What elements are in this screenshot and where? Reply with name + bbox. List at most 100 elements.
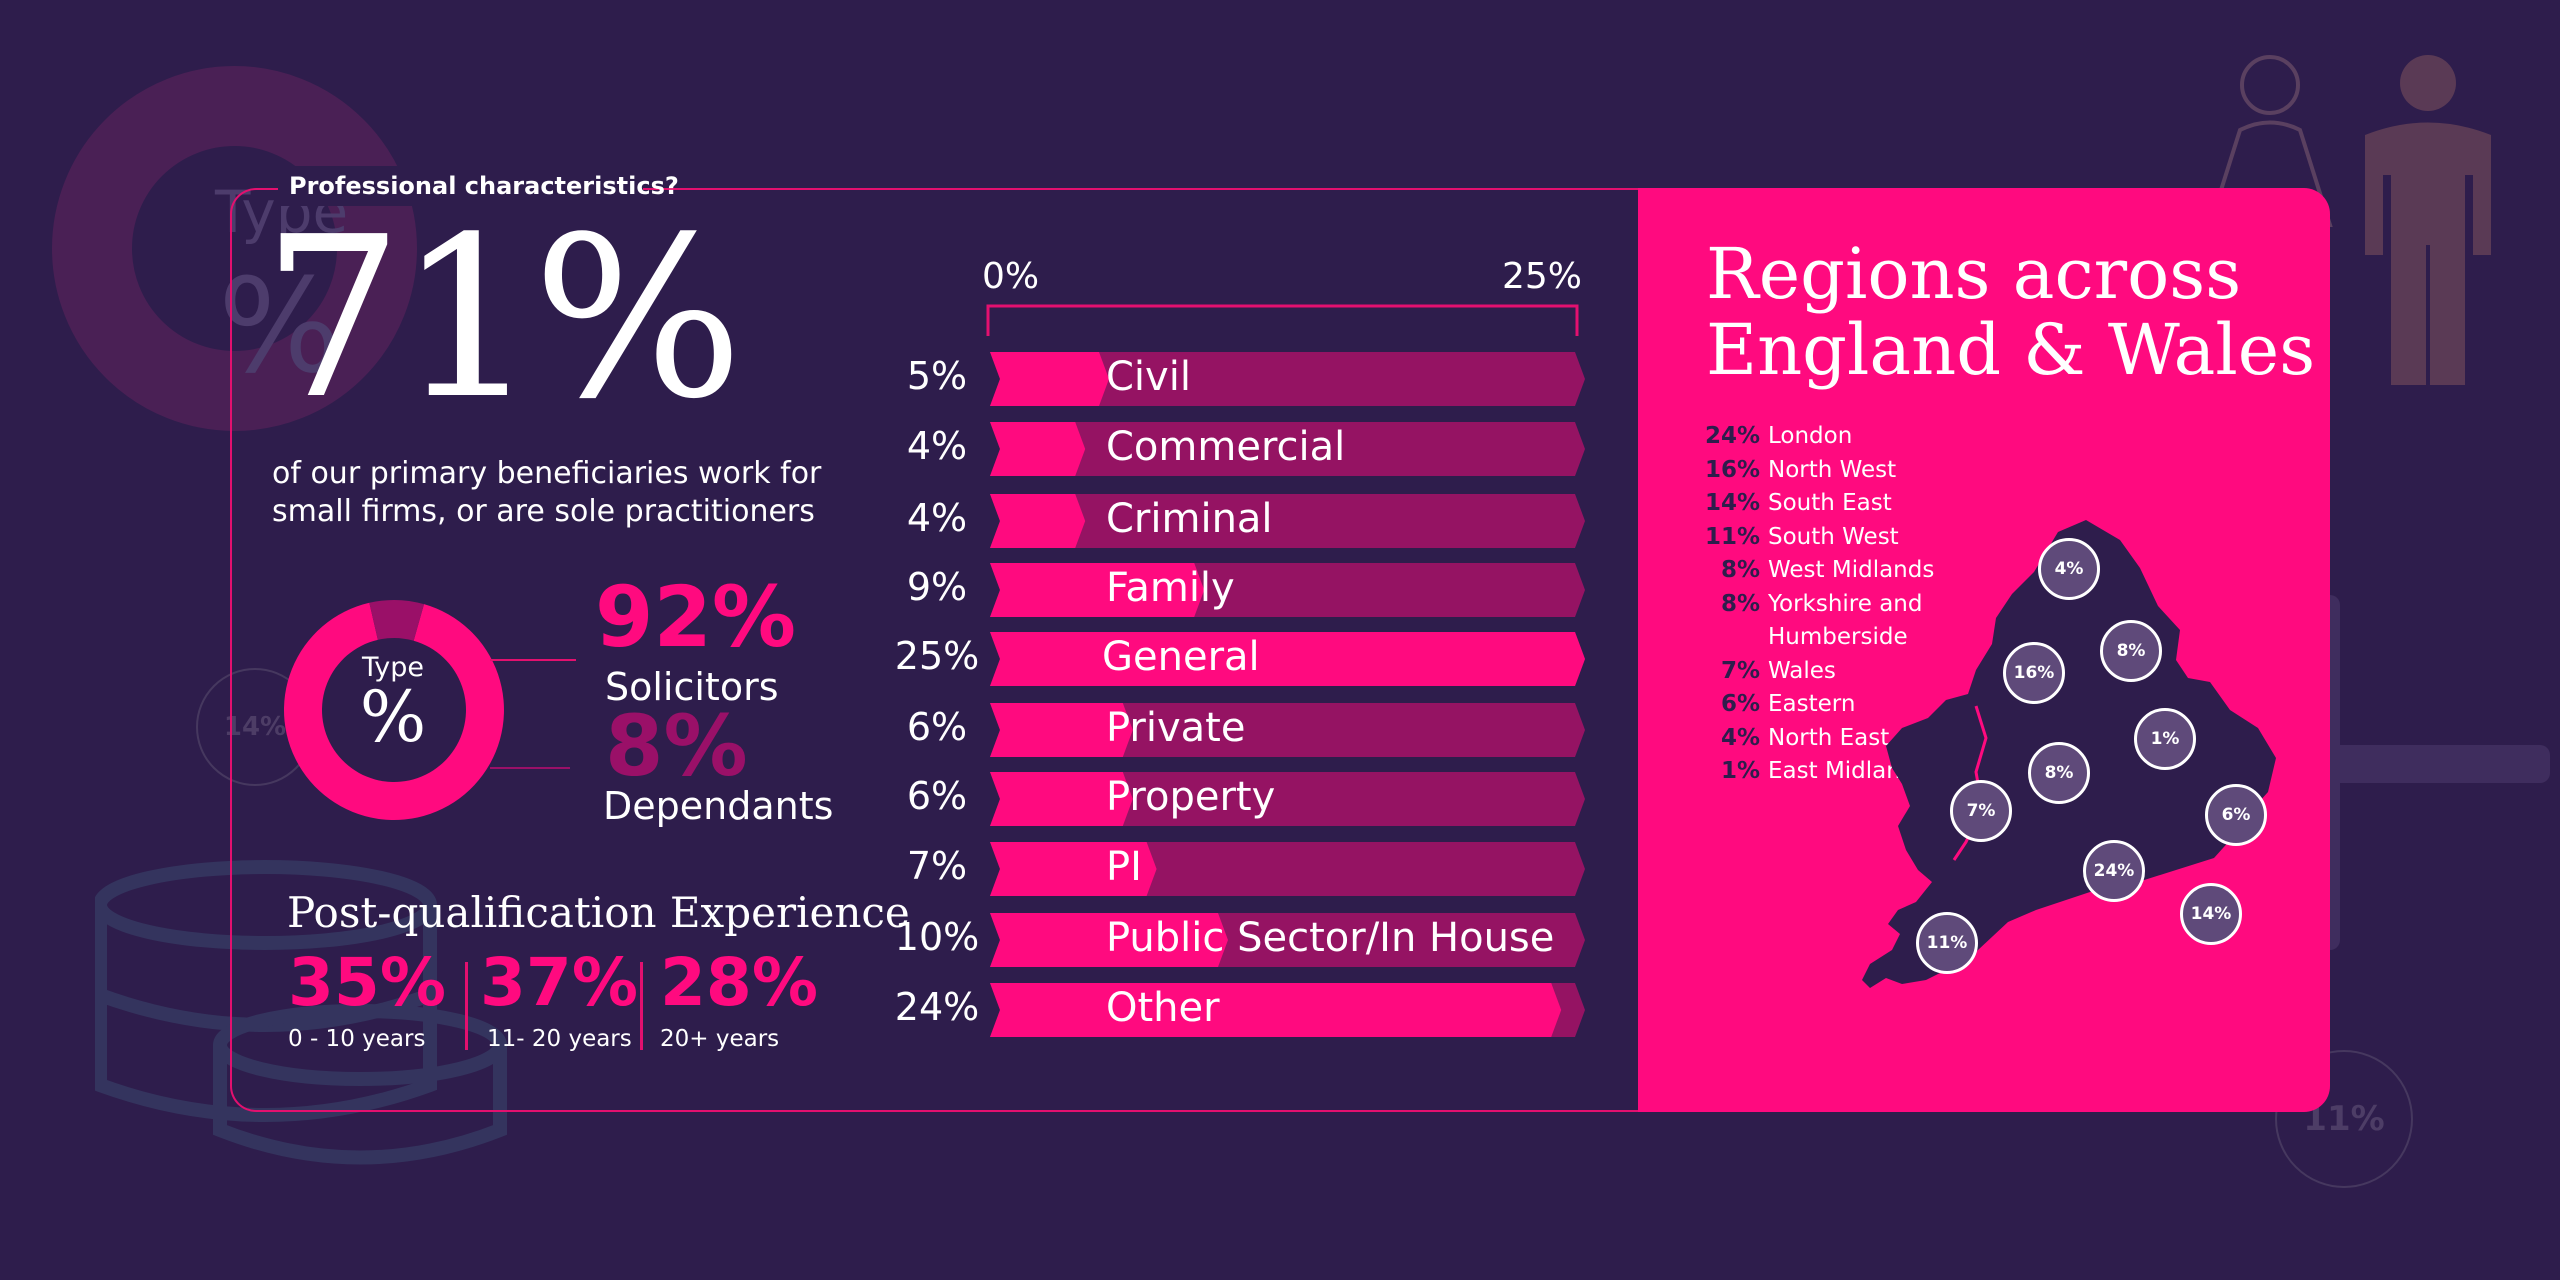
map-badge-north-east: 4% xyxy=(2038,538,2100,600)
dependants-label: Dependants xyxy=(603,784,834,828)
database-icon xyxy=(95,860,507,1165)
bar-value-label: 24% xyxy=(894,985,980,1029)
region-name: North East xyxy=(1768,724,1890,751)
frame-title-backdrop xyxy=(278,166,643,206)
bar-pi xyxy=(990,842,1585,896)
bar-property xyxy=(990,772,1585,826)
headline-description: of our primary beneficiaries work for sm… xyxy=(272,456,822,529)
bar-track xyxy=(990,703,1585,757)
pqe-item: 28% 20+ years xyxy=(660,944,818,1053)
region-percent: 8% xyxy=(1720,590,1760,617)
bar-category-label: Other xyxy=(1106,985,1220,1031)
bar-other xyxy=(990,983,1585,1037)
region-row: 6% Eastern xyxy=(1688,688,1934,722)
bar-criminal xyxy=(990,494,1585,548)
bar-category-label: General xyxy=(1102,634,1260,680)
region-name: South West xyxy=(1768,523,1899,550)
people-icon xyxy=(2207,55,2491,385)
region-name: South East xyxy=(1768,490,1892,516)
pqe-range: 20+ years xyxy=(660,1026,780,1052)
bar-value-label: 6% xyxy=(906,774,968,818)
bar-commercial xyxy=(990,422,1585,476)
bar-value-label: 4% xyxy=(906,496,968,540)
pqe-item: 35% 0 - 10 years xyxy=(288,944,446,1053)
region-percent: 11% xyxy=(1704,523,1760,550)
frame-title: Professional characteristics? xyxy=(289,172,679,200)
bar-value-label: 4% xyxy=(906,424,968,468)
pqe-item: 37% 11- 20 years xyxy=(480,944,638,1053)
solicitors-label: Solicitors xyxy=(605,665,779,709)
bar-value-label: 5% xyxy=(906,354,968,398)
region-name: Yorkshire and xyxy=(1768,590,1923,617)
region-percent: 6% xyxy=(1720,691,1760,717)
region-percent: 7% xyxy=(1720,657,1760,684)
bar-fill xyxy=(990,913,1228,967)
bar-track xyxy=(990,422,1585,476)
regions-title: Regions across England & Wales xyxy=(1706,236,2326,388)
region-name: North West xyxy=(1768,456,1897,483)
bar-value-label: 10% xyxy=(894,915,980,959)
map-badge-north-west: 16% xyxy=(2003,642,2065,704)
region-name: Wales xyxy=(1768,657,1836,684)
map-badge-south-west: 11% xyxy=(1916,912,1978,974)
bar-value-label: 7% xyxy=(906,844,968,888)
region-name: West Midlands xyxy=(1768,557,1935,583)
donut-center-label: Type xyxy=(361,652,424,683)
map-badge-wales: 7% xyxy=(1950,780,2012,842)
region-percent: 4% xyxy=(1720,724,1760,751)
bar-civil xyxy=(990,352,1585,406)
map-badge-west-midlands: 8% xyxy=(2028,742,2090,804)
pqe-divider xyxy=(640,962,643,1050)
region-percent: 24% xyxy=(1704,423,1760,449)
axis-label-min: 0% xyxy=(982,256,1040,297)
region-percent: 14% xyxy=(1704,490,1760,516)
donut-segment xyxy=(369,600,425,641)
map-badge-east-midlands: 1% xyxy=(2134,708,2196,770)
bar-value-label: 25% xyxy=(894,634,980,678)
donut-center-symbol: % xyxy=(359,676,427,758)
pqe-percent: 37% xyxy=(480,944,638,1021)
region-row: 7% Wales xyxy=(1688,655,1934,689)
pqe-divider xyxy=(465,962,468,1050)
bar-category-label: Criminal xyxy=(1106,496,1273,542)
bar-value-label: 9% xyxy=(906,565,968,609)
background-percent-symbol: % xyxy=(218,250,342,402)
axis-bracket xyxy=(986,304,1579,336)
bar-track xyxy=(990,494,1585,548)
background-circle-badge: 14% xyxy=(196,668,314,786)
donut-segment xyxy=(283,602,504,821)
type-donut-chart xyxy=(283,600,504,821)
bar-fill xyxy=(990,983,1562,1037)
region-name: Humberside xyxy=(1768,624,1908,650)
region-name: London xyxy=(1768,423,1853,449)
headline-percent: 71% xyxy=(262,190,743,448)
bar-fill xyxy=(990,703,1133,757)
bar-fill xyxy=(990,563,1205,617)
bar-category-label: Family xyxy=(1106,565,1235,611)
region-row: 14% South East xyxy=(1688,487,1934,521)
dependants-percent: 8% xyxy=(605,697,748,795)
pqe-range: 0 - 10 years xyxy=(288,1026,426,1052)
bar-general xyxy=(990,632,1585,686)
bar-category-label: Civil xyxy=(1106,354,1191,400)
bar-private xyxy=(990,703,1585,757)
bar-category-label: PI xyxy=(1106,844,1142,890)
map-badge-south-east: 14% xyxy=(2180,883,2242,945)
region-row: 16% North West xyxy=(1688,454,1934,488)
bar-family xyxy=(990,563,1585,617)
map-badge-london: 24% xyxy=(2083,840,2145,902)
region-row: 8% Yorkshire and xyxy=(1688,588,1934,622)
bar-fill xyxy=(990,494,1086,548)
pqe-percent: 28% xyxy=(660,944,818,1021)
bar-category-label: Commercial xyxy=(1106,424,1346,470)
region-row: 11% South West xyxy=(1688,521,1934,555)
bar-fill xyxy=(990,842,1157,896)
regions-title-line: England & Wales xyxy=(1706,309,2316,391)
bar-fill xyxy=(990,352,1109,406)
region-name: Eastern xyxy=(1768,691,1856,717)
bar-track xyxy=(990,352,1585,406)
bar-fill xyxy=(990,422,1086,476)
map-badge-eastern: 6% xyxy=(2205,784,2267,846)
donut-leader-lines xyxy=(490,659,576,769)
pqe-percent: 35% xyxy=(288,944,446,1021)
